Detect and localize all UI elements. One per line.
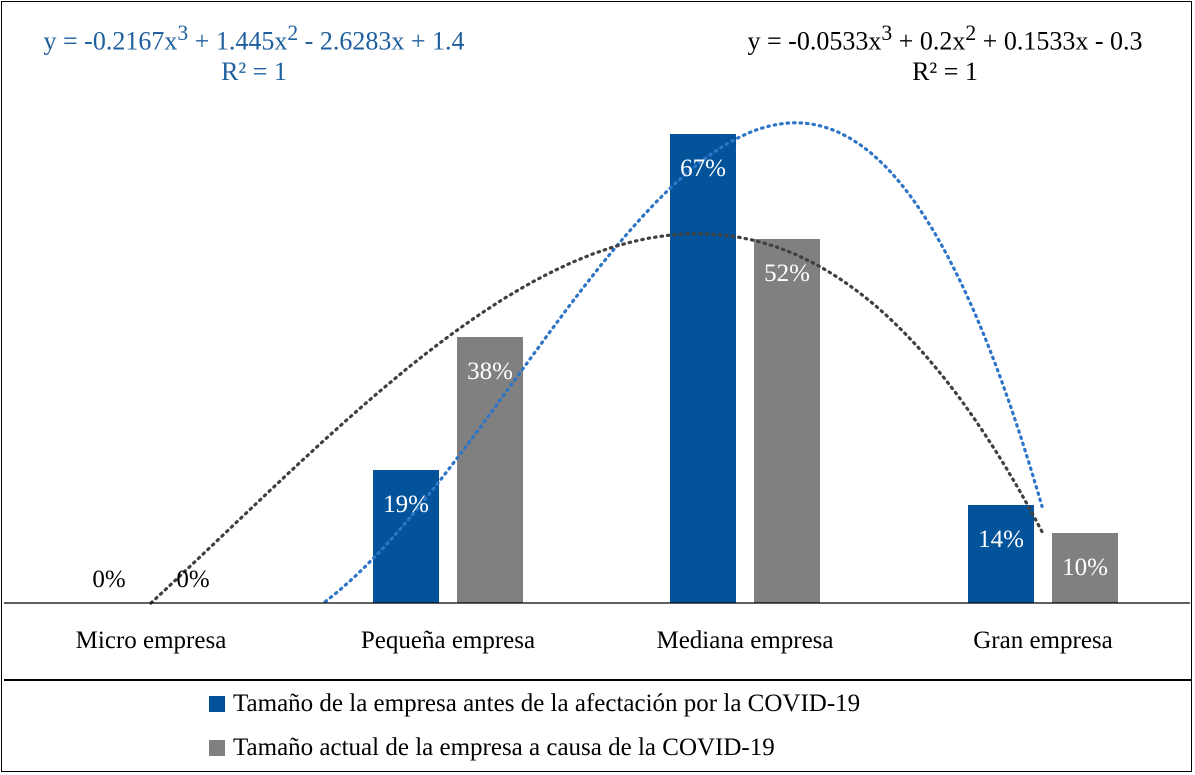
trendline-r2-blue: R² = 1: [221, 56, 287, 86]
data-label-before-2: 67%: [680, 155, 726, 182]
bar-current-3: [1052, 533, 1118, 603]
data-label-current-2: 52%: [764, 260, 810, 287]
x-tick-label-3: Gran empresa: [973, 627, 1113, 654]
bar-before-1: [373, 470, 439, 603]
legend-label-current: Tamaño actual de la empresa a causa de l…: [233, 734, 775, 761]
trendline-equation-gray: y = -0.0533x3 + 0.2x2 + 0.1533x - 0.3 R²…: [700, 18, 1190, 87]
bar-before-3: [968, 505, 1034, 603]
bar-current-1: [457, 337, 523, 603]
bar-before-2: [670, 134, 736, 603]
x-tick-label-2: Mediana empresa: [656, 627, 833, 654]
data-label-current-0: 0%: [176, 566, 209, 593]
trendline-blue: [323, 121, 1044, 604]
data-label-current-1: 38%: [467, 358, 513, 385]
legend: Tamaño de la empresa antes de la afectac…: [4, 679, 1191, 772]
bar-current-2: [754, 239, 820, 603]
legend-swatch-blue: [209, 696, 225, 712]
chart-plot-area: 0% 0% 19% 38% 67% 52% 14% 10% Micro empresa Pequ…: [4, 121, 1190, 654]
data-label-before-1: 19%: [383, 491, 429, 518]
trendline-equation-blue: y = -0.2167x3 + 1.445x2 - 2.6283x + 1.4 …: [4, 18, 504, 87]
data-label-current-3: 10%: [1062, 554, 1108, 581]
trendline-r2-gray: R² = 1: [912, 56, 978, 86]
legend-label-before: Tamaño de la empresa antes de la afectac…: [233, 690, 861, 717]
data-label-before-3: 14%: [978, 526, 1024, 553]
trendline-gray: [149, 232, 1044, 605]
legend-swatch-gray: [209, 740, 225, 756]
x-tick-label-1: Pequeña empresa: [361, 627, 535, 654]
legend-item-before: Tamaño de la empresa antes de la afectac…: [209, 689, 860, 719]
legend-item-current: Tamaño actual de la empresa a causa de l…: [209, 733, 775, 763]
data-label-before-0: 0%: [92, 566, 125, 593]
x-tick-label-0: Micro empresa: [76, 627, 227, 654]
